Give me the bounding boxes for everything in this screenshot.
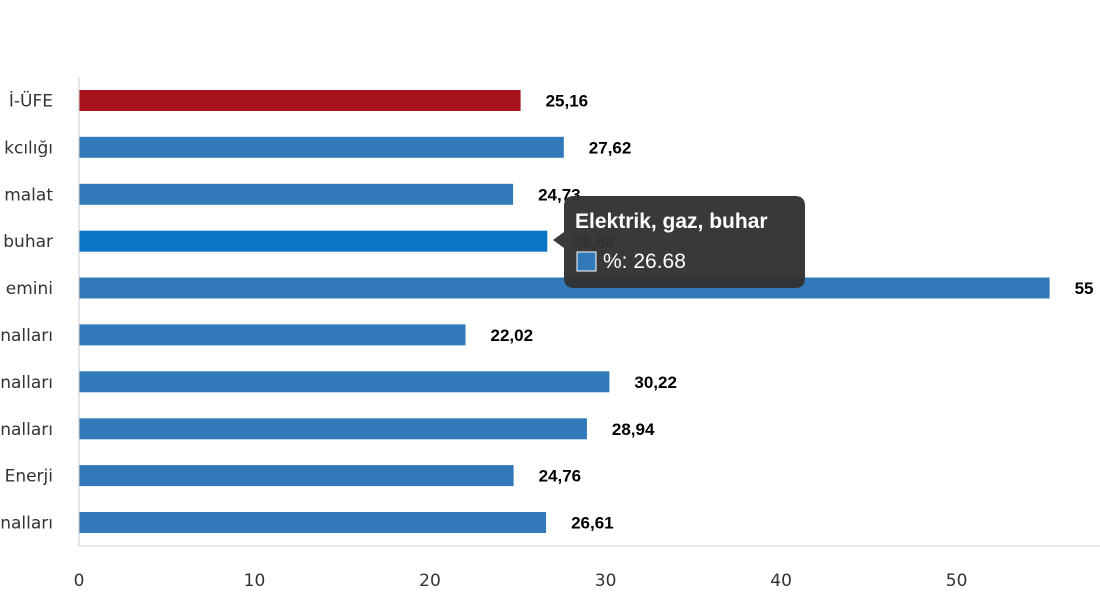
- tooltip-swatch: [576, 251, 597, 272]
- x-tick-label-5: 50: [946, 571, 968, 591]
- x-tick-label-2: 20: [419, 571, 441, 591]
- bar-5[interactable]: [79, 324, 466, 346]
- tooltip-title: Elektrik, gaz, buhar: [575, 210, 768, 233]
- value-label-0: 25,16: [546, 92, 589, 111]
- category-label-8: Enerji: [5, 467, 53, 487]
- x-tick-label-0: 0: [74, 571, 85, 591]
- value-label-8: 24,76: [539, 467, 582, 486]
- category-label-5: nalları: [0, 326, 53, 346]
- tooltip: Elektrik, gaz, buhar %: 26.68: [553, 196, 805, 288]
- category-label-3: buhar: [3, 232, 53, 252]
- category-label-2: malat: [4, 185, 53, 205]
- category-labels: İ-ÜFE kcılığı malat buhar emini nalları nallar…: [0, 90, 53, 534]
- bar-4[interactable]: [79, 277, 1050, 299]
- category-label-7: nalları: [0, 420, 53, 440]
- x-tick-label-4: 40: [770, 571, 792, 591]
- bars-group: [79, 90, 1050, 533]
- category-label-9: nalları: [0, 514, 53, 534]
- x-axis-ticks: 0 10 20 30 40 50: [74, 571, 968, 591]
- value-label-1: 27,62: [589, 138, 632, 157]
- tooltip-value: %: 26.68: [603, 250, 686, 273]
- value-label-7: 28,94: [612, 420, 655, 439]
- x-tick-label-3: 30: [595, 571, 617, 591]
- bar-0[interactable]: [79, 90, 521, 111]
- bar-9[interactable]: [79, 512, 547, 533]
- bar-8[interactable]: [79, 465, 514, 487]
- category-label-1: kcılığı: [4, 138, 53, 158]
- bar-6[interactable]: [79, 371, 610, 393]
- value-label-6: 30,22: [634, 373, 677, 392]
- tooltip-box: [553, 196, 805, 288]
- value-label-5: 22,02: [491, 326, 534, 345]
- bar-2[interactable]: [79, 183, 514, 205]
- category-label-0: İ-ÜFE: [9, 90, 53, 112]
- bar-3[interactable]: [79, 230, 548, 252]
- value-label-9: 26,61: [571, 514, 614, 533]
- x-tick-label-1: 10: [244, 571, 266, 591]
- value-labels: 25,1627,6224,7326,685522,0230,2228,9424,…: [491, 92, 1094, 533]
- bar-1[interactable]: [79, 136, 564, 158]
- bar-7[interactable]: [79, 418, 587, 440]
- category-label-6: nalları: [0, 373, 53, 393]
- value-label-4: 55: [1075, 279, 1094, 298]
- category-label-4: emini: [6, 279, 53, 299]
